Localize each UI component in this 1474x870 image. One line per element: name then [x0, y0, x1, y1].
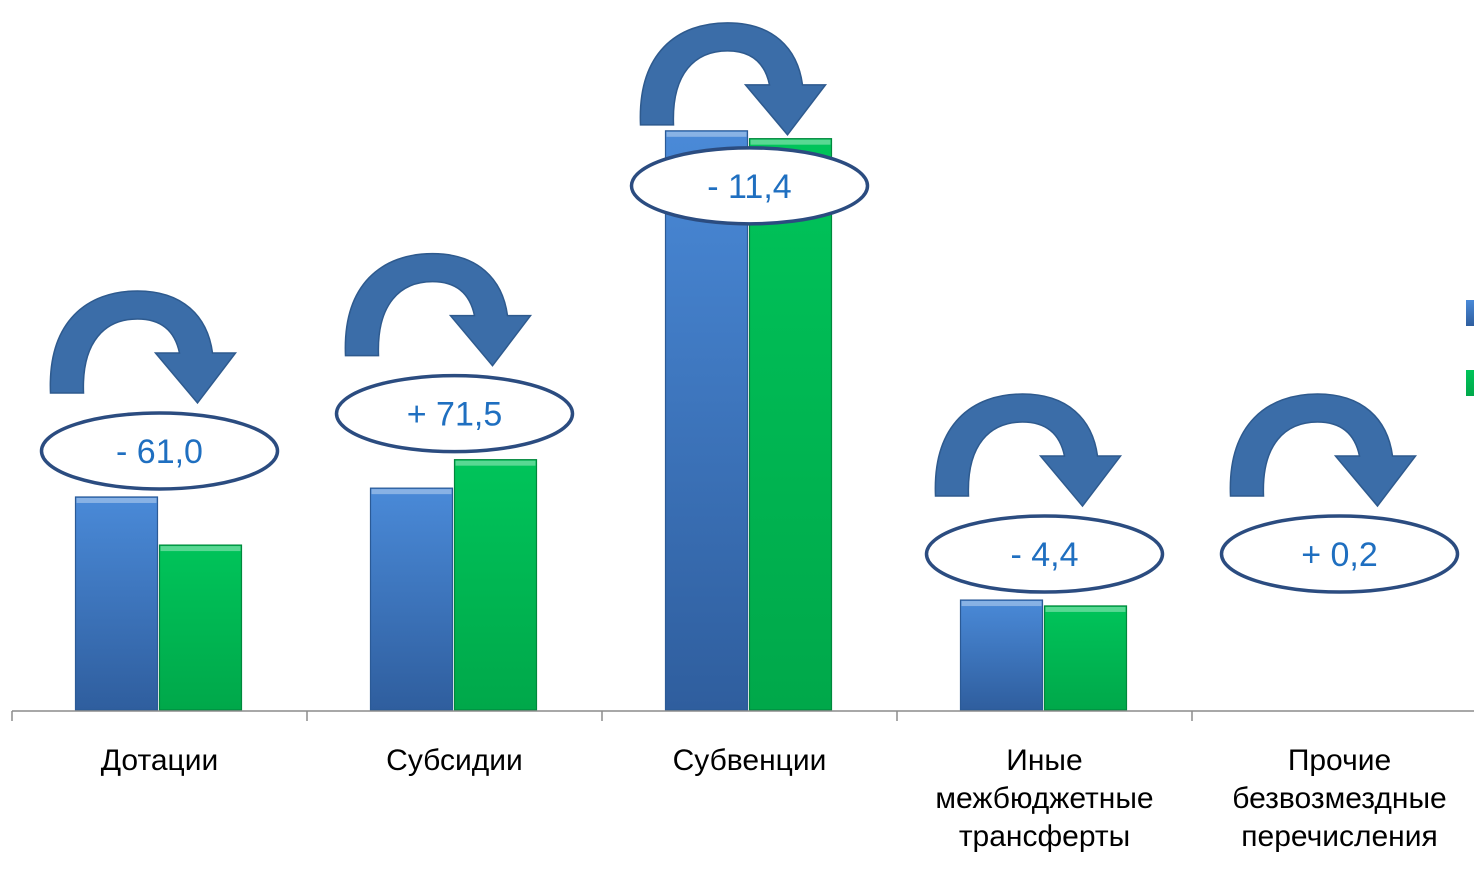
- category-label: Субвенции: [673, 744, 827, 777]
- bar-series-2: [158, 544, 243, 711]
- bar-highlight: [371, 489, 452, 495]
- bar-highlight: [961, 601, 1042, 607]
- change-ellipse: [1219, 514, 1460, 594]
- change-annotations: - 61,0 + 71,5 - 11,4 - 4,4 + 0,2: [39, 22, 1460, 594]
- curved-arrow-icon: [49, 290, 238, 405]
- bar-highlight: [455, 460, 536, 466]
- change-value-label: - 61,0: [116, 433, 203, 471]
- bar-series-1: [369, 487, 454, 711]
- legend-marker: [1466, 300, 1474, 326]
- change-value-label: - 4,4: [1010, 536, 1078, 574]
- bar-series-2: [453, 459, 538, 711]
- category-label: Субсидии: [386, 744, 523, 777]
- bars-layer: [74, 130, 1128, 711]
- bar-series-1: [959, 599, 1044, 711]
- change-value-label: + 71,5: [407, 396, 502, 434]
- change-ellipse: [334, 373, 575, 454]
- legend-marker: [1466, 370, 1474, 396]
- category-label: Дотации: [101, 744, 218, 777]
- curved-arrow-icon: [344, 252, 533, 367]
- bar-highlight: [666, 131, 747, 137]
- bar-highlight: [1045, 606, 1126, 612]
- bar-series-1: [74, 496, 159, 711]
- bar-series-1: [664, 130, 749, 711]
- bar-highlight: [160, 546, 241, 552]
- bar-series-2: [748, 138, 833, 711]
- change-ellipse: [924, 514, 1165, 594]
- bar-highlight: [76, 497, 157, 503]
- change-value-label: + 0,2: [1301, 536, 1378, 574]
- curved-arrow-icon: [934, 393, 1123, 508]
- bar-highlight: [750, 139, 831, 145]
- change-ellipse: [629, 146, 870, 226]
- x-axis: [11, 710, 1474, 721]
- category-label: Иные межбюджетные трансферты: [935, 744, 1153, 853]
- change-ellipse: [39, 411, 280, 491]
- category-labels: Дотации Субсидии Субвенции Иные межбюджетные…: [101, 744, 1447, 853]
- bar-series-2: [1043, 605, 1128, 711]
- legend: [1466, 300, 1474, 396]
- category-label: Прочие безвозмездные перечисления: [1232, 744, 1446, 853]
- curved-arrow-icon: [639, 22, 828, 137]
- curved-arrow-icon: [1229, 393, 1418, 508]
- change-value-label: - 11,4: [707, 168, 791, 206]
